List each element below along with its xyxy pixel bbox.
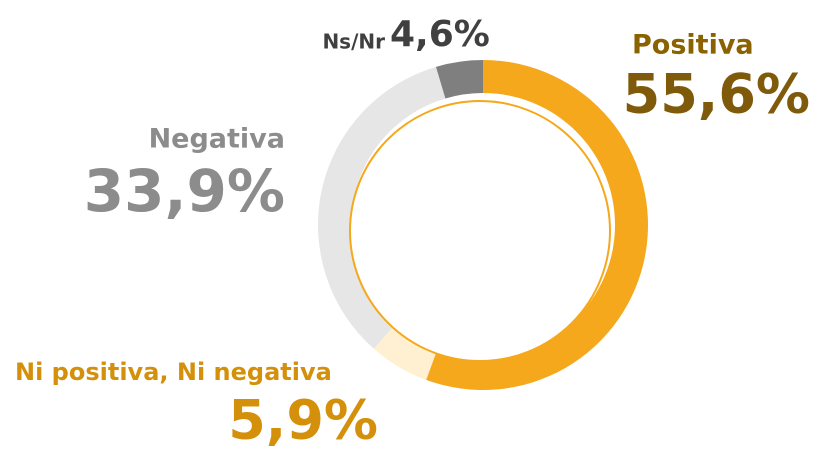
donut-slice <box>435 60 483 99</box>
donut-slice <box>426 60 649 390</box>
donut-hole <box>349 100 611 362</box>
donut-slice <box>373 324 438 380</box>
slice-label: Negativa <box>149 124 285 155</box>
donut-slice <box>317 66 446 349</box>
slice-value-label: 55,6% <box>623 63 810 126</box>
slice-value-label: 4,6% <box>390 14 490 55</box>
slice-label: Ni positiva, Ni negativa <box>15 358 332 386</box>
slice-label: Positiva <box>632 30 754 61</box>
slice-value-label: 33,9% <box>84 157 285 225</box>
slice-label: Ns/Nr <box>322 30 385 54</box>
slice-value-label: 5,9% <box>228 389 378 452</box>
